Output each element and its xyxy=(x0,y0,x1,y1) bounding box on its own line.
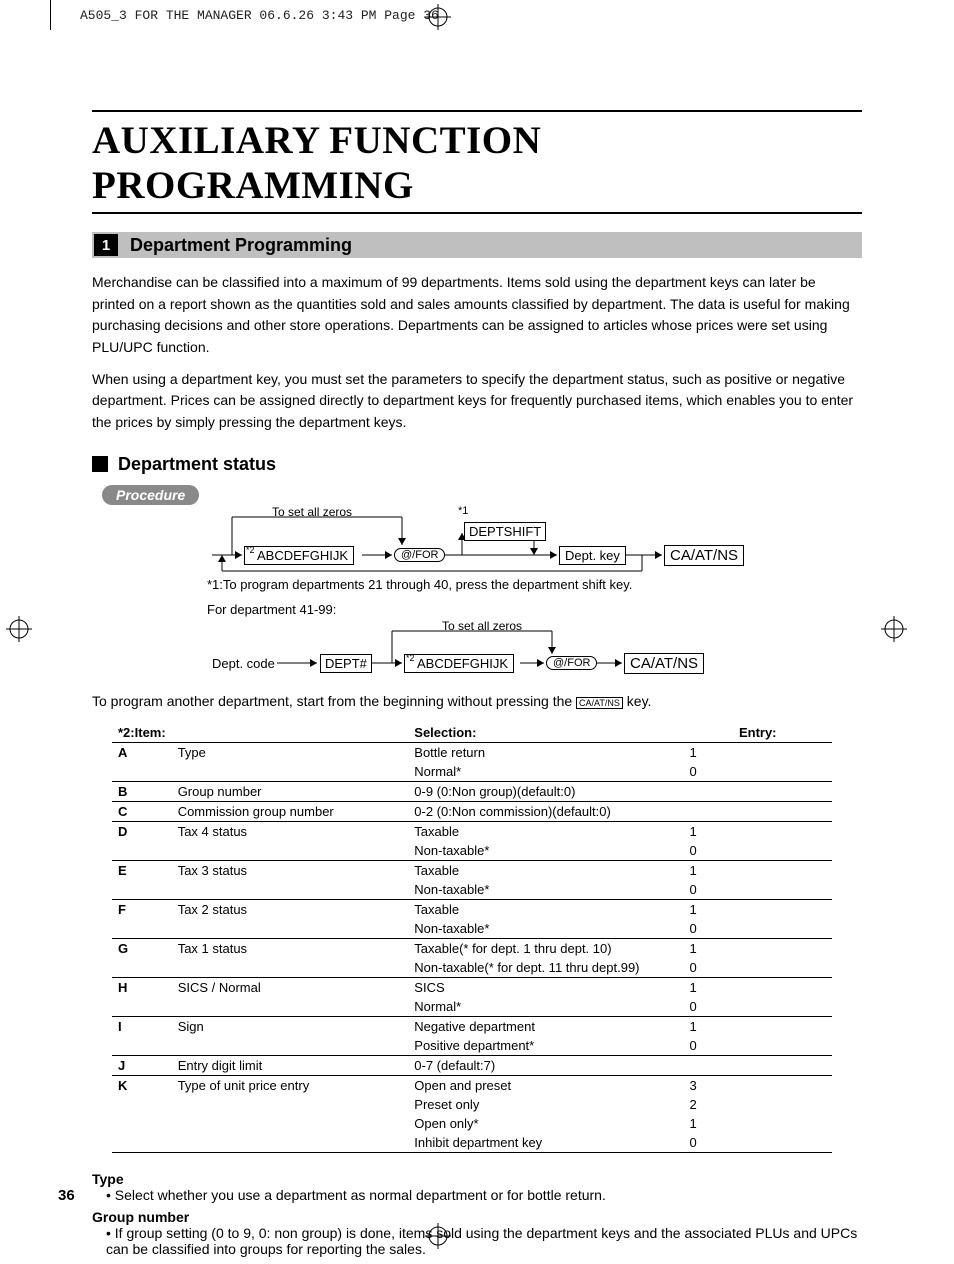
page-number: 36 xyxy=(58,1187,75,1204)
atfor-box-1: @/FOR xyxy=(394,548,445,562)
subheading-bullet-icon xyxy=(92,456,108,472)
table-row: Normal*0 xyxy=(112,762,832,782)
dept-code-label: Dept. code xyxy=(212,656,275,671)
header-prefix: *2: xyxy=(118,725,135,740)
procedure-row: Procedure xyxy=(92,485,862,505)
note-star1: *1:To program departments 21 through 40,… xyxy=(207,577,862,592)
table-header-row: *2:Item: Selection: Entry: xyxy=(112,723,832,743)
star1-label: *1 xyxy=(458,505,468,517)
star2-inside-1: *2 xyxy=(246,545,255,555)
deptshift-box: DEPTSHIFT xyxy=(464,522,546,541)
table-row: Normal*0 xyxy=(112,997,832,1017)
title-bottom-rule xyxy=(92,212,862,214)
section-title: Department Programming xyxy=(130,235,352,256)
crop-mark-left xyxy=(6,616,32,647)
star2-inside-2: *2 xyxy=(406,653,415,663)
header-item: Item: xyxy=(135,725,166,740)
def-group-title: Group number xyxy=(92,1209,862,1225)
table-row: HSICS / NormalSICS1 xyxy=(112,977,832,997)
section-bar: 1 Department Programming xyxy=(92,232,862,258)
diagram-2: To set all zeros Dept. code DEPT# ABCDEF… xyxy=(102,621,862,681)
crop-guide-line xyxy=(50,0,51,30)
table-row: Non-taxable*0 xyxy=(112,880,832,900)
header-selection: Selection: xyxy=(408,723,683,743)
paragraph-1: Merchandise can be classified into a max… xyxy=(92,272,862,359)
table-row: FTax 2 statusTaxable1 xyxy=(112,899,832,919)
crop-header-text: A505_3 FOR THE MANAGER 06.6.26 3:43 PM P… xyxy=(80,8,439,23)
zeros-label-1: To set all zeros xyxy=(272,505,352,519)
table-row: GTax 1 statusTaxable(* for dept. 1 thru … xyxy=(112,938,832,958)
caatns-inline-box: CA/AT/NS xyxy=(576,697,623,709)
table-row: Preset only2 xyxy=(112,1095,832,1114)
header-entry: Entry: xyxy=(683,723,832,743)
table-row: Non-taxable*0 xyxy=(112,919,832,939)
table-row: Inhibit department key0 xyxy=(112,1133,832,1153)
caatns-box-1: CA/AT/NS xyxy=(664,545,744,566)
table-row: CCommission group number0-2 (0:Non commi… xyxy=(112,801,832,821)
depthash-box: DEPT# xyxy=(320,654,372,673)
deptkey-box: Dept. key xyxy=(559,546,626,565)
subheading-text: Department status xyxy=(118,454,276,475)
zeros-label-2: To set all zeros xyxy=(442,619,522,633)
note-41-99: For department 41-99: xyxy=(207,602,862,617)
table-row: ETax 3 statusTaxable1 xyxy=(112,860,832,880)
table-row: BGroup number0-9 (0:Non group)(default:0… xyxy=(112,781,832,801)
def-group-desc: If group setting (0 to 9, 0: non group) … xyxy=(106,1225,862,1257)
footer-sentence: To program another department, start fro… xyxy=(92,693,862,709)
abc-box-2: ABCDEFGHIJK xyxy=(404,654,514,673)
title-top-rule xyxy=(92,110,862,112)
caatns-box-2: CA/AT/NS xyxy=(624,653,704,674)
paragraph-2: When using a department key, you must se… xyxy=(92,369,862,434)
table-row: Non-taxable*0 xyxy=(112,841,832,861)
definitions: Type Select whether you use a department… xyxy=(92,1171,862,1257)
def-type-title: Type xyxy=(92,1171,862,1187)
table-row: KType of unit price entryOpen and preset… xyxy=(112,1075,832,1095)
table-row: ATypeBottle return1 xyxy=(112,742,832,762)
diagram-1: To set all zeros *1 *2 ABCDEFGHIJK *2 @/… xyxy=(102,505,862,575)
table-row: DTax 4 statusTaxable1 xyxy=(112,821,832,841)
main-title: AUXILIARY FUNCTION PROGRAMMING xyxy=(92,118,862,208)
procedure-pill: Procedure xyxy=(102,485,199,505)
atfor-box-2: @/FOR xyxy=(546,656,597,670)
section-number: 1 xyxy=(94,234,118,256)
table-row: Open only*1 xyxy=(112,1114,832,1133)
crop-mark-top xyxy=(425,4,451,30)
table-row: ISignNegative department1 xyxy=(112,1016,832,1036)
items-table: *2:Item: Selection: Entry: ATypeBottle r… xyxy=(112,723,832,1153)
page: A505_3 FOR THE MANAGER 06.6.26 3:43 PM P… xyxy=(0,0,954,1264)
footer-sentence-b: key. xyxy=(627,693,652,709)
crop-mark-right xyxy=(881,616,907,647)
content-area: AUXILIARY FUNCTION PROGRAMMING 1 Departm… xyxy=(92,110,862,1257)
def-type-desc: Select whether you use a department as n… xyxy=(106,1187,862,1203)
footer-sentence-a: To program another department, start fro… xyxy=(92,693,576,709)
table-row: Non-taxable(* for dept. 11 thru dept.99)… xyxy=(112,958,832,978)
table-row: JEntry digit limit0-7 (default:7) xyxy=(112,1055,832,1075)
subheading: Department status xyxy=(92,454,862,475)
abc-box-1: ABCDEFGHIJK xyxy=(244,546,354,565)
table-row: Positive department*0 xyxy=(112,1036,832,1056)
